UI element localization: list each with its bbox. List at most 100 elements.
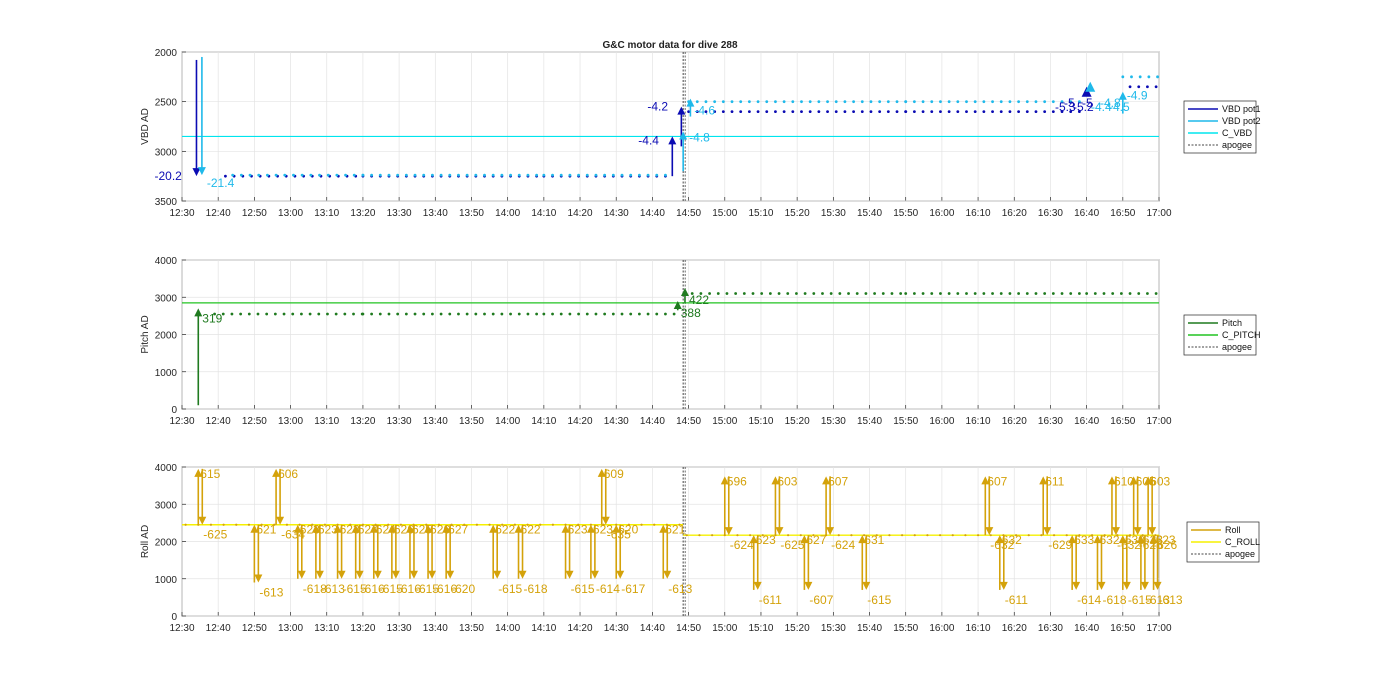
roll-down-label: -632 <box>990 538 1014 552</box>
roll-point <box>222 523 225 526</box>
roll-up-arrow-9-head <box>405 524 414 533</box>
roll-down-arrow-1-head <box>254 574 263 583</box>
x-tick-label: 13:50 <box>459 416 484 427</box>
pitch-point <box>655 312 659 316</box>
roll-down-label: -618 <box>1102 593 1126 607</box>
pitch-point <box>629 312 633 316</box>
vbd-pot2-point <box>231 173 235 177</box>
roll-down-arrow-8-head <box>391 570 400 579</box>
pitch-point <box>921 292 925 295</box>
x-tick-label: 13:10 <box>314 623 339 634</box>
vbd-pot2-point <box>300 173 304 177</box>
roll-down-arrow-32-head <box>1133 527 1142 536</box>
vbd-pot1-point <box>991 110 994 113</box>
x-tick-label: 15:10 <box>748 623 773 634</box>
vbd-pot1-point <box>1146 85 1149 89</box>
figure-title: G&C motor data for dive 288 <box>602 40 737 51</box>
x-tick-label: 13:00 <box>278 623 303 634</box>
roll-down-arrow-34-head <box>1148 527 1157 536</box>
roll-up-label: 627 <box>806 533 826 547</box>
pitch-point <box>1060 292 1064 295</box>
roll-point <box>1090 534 1094 537</box>
x-tick-label: 15:30 <box>821 416 846 427</box>
x-tick-label: 14:50 <box>676 623 701 634</box>
roll-down-label: -611 <box>759 593 782 607</box>
y-tick-label: 3000 <box>155 147 178 158</box>
roll-point <box>951 534 954 537</box>
x-tick-label: 15:10 <box>748 416 773 427</box>
roll-up-label: 624 <box>376 523 396 537</box>
x-tick-label: 14:00 <box>495 623 520 634</box>
roll-down-label: -618 <box>303 582 327 596</box>
x-tick-label: 16:20 <box>1002 623 1027 634</box>
x-tick-label: 15:40 <box>857 623 882 634</box>
x-tick-label: 16:10 <box>966 208 991 219</box>
roll-up-label: 626 <box>430 523 450 537</box>
pitch-point <box>221 312 225 316</box>
vbd-pot1-point <box>774 110 777 113</box>
x-tick-label: 15:50 <box>893 208 918 219</box>
roll-down-arrow-35-head <box>1153 581 1162 590</box>
x-tick-label: 14:40 <box>640 623 665 634</box>
vbd-pot1-point <box>956 110 960 113</box>
pitch-point <box>500 312 504 316</box>
roll-point <box>900 534 904 537</box>
x-tick-label: 15:40 <box>857 208 882 219</box>
roll-up-label: 623 <box>318 523 338 537</box>
vbd-pot2-point <box>335 173 339 177</box>
x-tick-label: 12:40 <box>206 623 231 634</box>
pitch-point <box>829 292 833 295</box>
vbd-pot2-point <box>378 173 382 177</box>
x-tick-label: 14:00 <box>495 416 520 427</box>
roll-up-label: 623 <box>300 523 320 537</box>
roll-down-arrow-22-head <box>804 581 813 590</box>
roll-up-label: 627 <box>448 523 468 537</box>
roll-up-label: 622 <box>521 523 541 537</box>
pitch-point <box>439 312 443 316</box>
roll-up-arrow-25-head <box>981 476 990 485</box>
vbd-pot2-point <box>982 100 986 104</box>
roll-down-arrow-5-head <box>337 570 346 579</box>
roll-up-label: 623 <box>593 523 613 537</box>
vbd-pot2-point <box>448 173 452 177</box>
vbd-pot2-point <box>257 173 261 177</box>
vbd-pot1-point <box>843 110 847 113</box>
roll-point <box>298 523 301 526</box>
x-tick-label: 14:50 <box>676 208 701 219</box>
roll-down-label: -624 <box>831 538 855 552</box>
roll-down-arrow-2-head <box>276 516 285 525</box>
pitch-point <box>413 312 417 316</box>
roll-up-label: 626 <box>394 523 414 537</box>
roll-down-arrow-12-head <box>493 570 502 579</box>
roll-point <box>678 523 681 526</box>
roll-point <box>311 523 314 526</box>
vbd-pot2-point <box>535 173 539 177</box>
vbd-pot2-point <box>704 100 708 104</box>
x-tick-label: 15:50 <box>893 623 918 634</box>
roll-down-arrow-18-head <box>663 570 672 579</box>
y-tick-label: 2500 <box>155 98 178 109</box>
pitch-point <box>847 292 850 295</box>
roll-up-label: 621 <box>665 523 685 537</box>
vbd-pot2-point <box>292 173 295 177</box>
roll-down-label: -616 <box>361 582 385 596</box>
pitch-point <box>448 312 452 316</box>
vbd-pot2-point <box>695 100 699 104</box>
x-tick-label: 12:40 <box>206 208 231 219</box>
roll-point <box>1116 534 1119 537</box>
x-tick-label: 16:00 <box>929 416 954 427</box>
vbd-pot2-point <box>577 173 580 177</box>
roll-down-label: -624 <box>730 538 754 552</box>
x-tick-label: 16:30 <box>1038 623 1063 634</box>
vbd-pot1-point <box>1008 110 1012 113</box>
pitch-point <box>1034 292 1038 295</box>
roll-down-label: -613 <box>1159 593 1183 607</box>
pitch-move-arrow-0-head <box>194 308 203 317</box>
vbd-pot1-point <box>834 110 838 113</box>
roll-down-arrow-25-head <box>985 527 994 536</box>
roll-point <box>1052 534 1056 537</box>
vbd-pot2-point <box>439 173 443 177</box>
roll-point <box>787 534 790 537</box>
pitch-point <box>803 292 807 295</box>
roll-down-label: -607 <box>809 593 833 607</box>
